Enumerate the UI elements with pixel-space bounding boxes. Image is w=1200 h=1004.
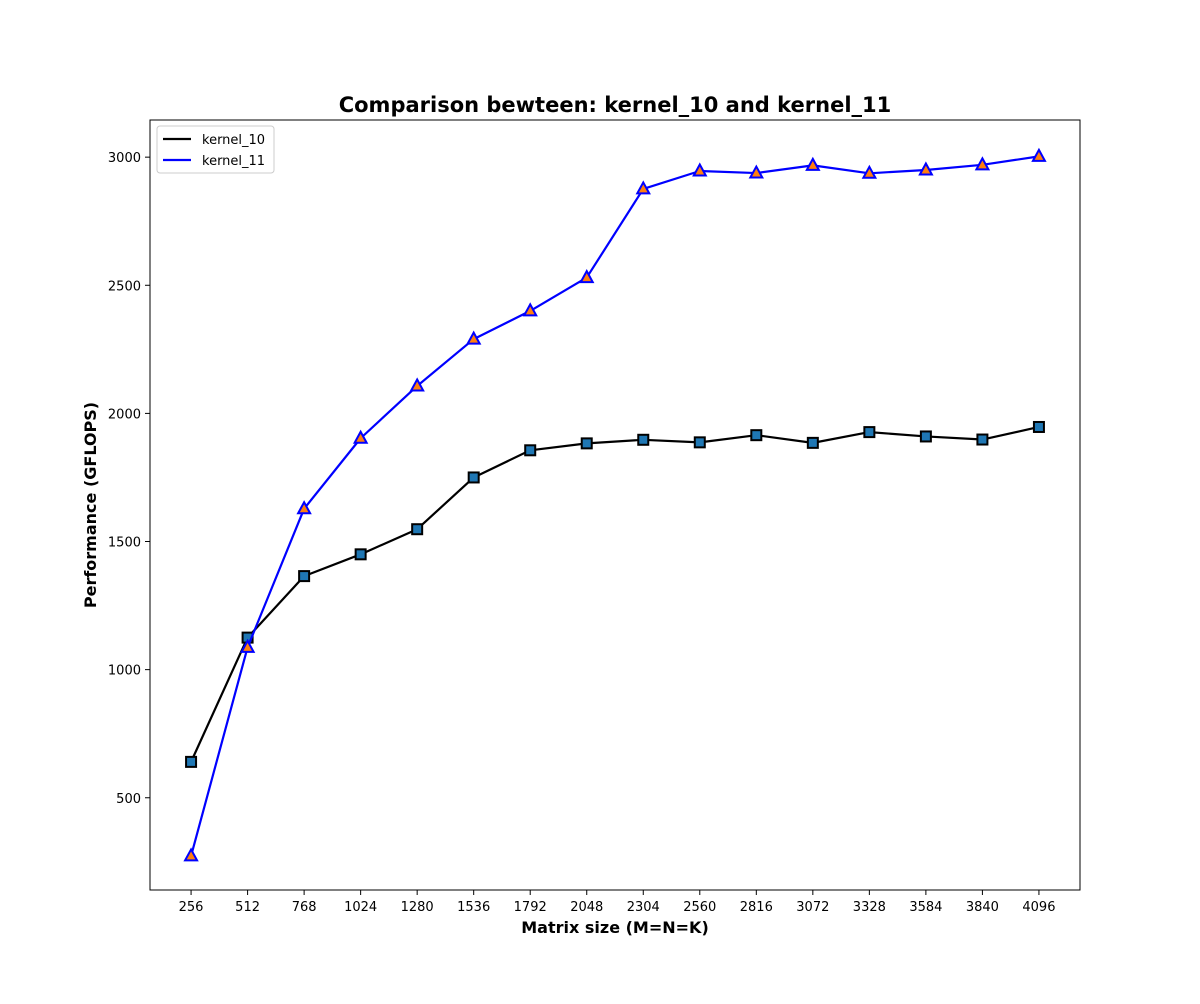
plot-area: 256 512 768 1024 1280 1536 1792 2048 2304 2560 281… (108, 119, 1081, 915)
x-tick-label: 2560 (683, 900, 716, 915)
data-point-kernel_10 (411, 523, 424, 536)
y-tick-label: 3000 (108, 151, 141, 166)
data-point-kernel_11 (635, 180, 651, 195)
data-point-kernel_10 (693, 436, 706, 449)
y-tick-label: 2000 (108, 407, 141, 422)
data-point-kernel_11 (466, 330, 482, 345)
data-point-kernel_10 (976, 433, 989, 446)
x-tick-label: 2816 (740, 900, 773, 915)
x-tick-label: 2304 (627, 900, 660, 915)
data-point-kernel_10 (524, 444, 537, 457)
legend-label-kernel_11: kernel_11 (202, 154, 265, 169)
data-point-kernel_11 (974, 156, 991, 171)
data-point-kernel_10 (185, 755, 198, 768)
x-axis-label: Matrix size (M=N=K) (521, 918, 709, 937)
legend-box (156, 125, 275, 174)
series-line-kernel_10 (190, 425, 1040, 763)
data-point-kernel_11 (918, 161, 934, 176)
data-point-kernel_11 (805, 156, 821, 171)
data-point-kernel_10 (637, 433, 650, 446)
data-point-kernel_10 (1032, 420, 1045, 433)
data-point-kernel_11 (183, 847, 199, 862)
y-tick-label: 1000 (108, 664, 141, 679)
x-tick-label: 2048 (570, 900, 603, 915)
x-tick-label: 4096 (1022, 900, 1055, 915)
series-line-kernel_11 (190, 155, 1040, 857)
data-point-kernel_11 (1031, 147, 1047, 162)
data-point-kernel_10 (806, 436, 819, 449)
data-point-kernel_11 (692, 162, 708, 177)
data-point-kernel_10 (354, 548, 367, 561)
data-point-kernel_11 (296, 500, 312, 515)
data-point-kernel_11 (861, 164, 878, 179)
data-point-kernel_10 (750, 429, 763, 442)
y-tick-label: 500 (116, 792, 141, 807)
data-point-kernel_10 (919, 430, 932, 443)
y-tick-label: 2500 (108, 279, 141, 294)
data-point-kernel_11 (239, 638, 256, 653)
x-tick-label: 3328 (853, 900, 886, 915)
data-point-kernel_11 (579, 268, 595, 284)
data-point-kernel_10 (863, 426, 876, 439)
x-tick-label: 1280 (401, 900, 434, 915)
data-point-kernel_11 (352, 429, 369, 444)
data-point-kernel_11 (522, 302, 538, 317)
x-tick-label: 768 (292, 900, 317, 915)
data-point-kernel_10 (580, 437, 593, 450)
data-point-kernel_10 (298, 570, 311, 583)
x-tick-label: 512 (235, 900, 260, 915)
data-point-kernel_11 (409, 377, 425, 392)
x-tick-label: 3840 (966, 900, 999, 915)
chart-title: Comparison bewteen: kernel_10 and kernel… (339, 93, 892, 117)
legend-label-kernel_10: kernel_10 (202, 133, 265, 148)
x-tick-label: 3584 (909, 900, 942, 915)
y-tick-label: 1500 (108, 536, 141, 551)
data-point-kernel_11 (748, 164, 764, 179)
x-tick-label: 1536 (457, 900, 490, 915)
data-point-kernel_10 (467, 471, 480, 484)
x-tick-label: 1024 (344, 900, 377, 915)
x-tick-label: 1792 (514, 900, 547, 915)
x-tick-label: 256 (179, 900, 204, 915)
plot-frame (149, 119, 1081, 891)
x-tick-label: 3072 (796, 900, 829, 915)
y-axis-label: Performance (GFLOPS) (81, 402, 100, 608)
